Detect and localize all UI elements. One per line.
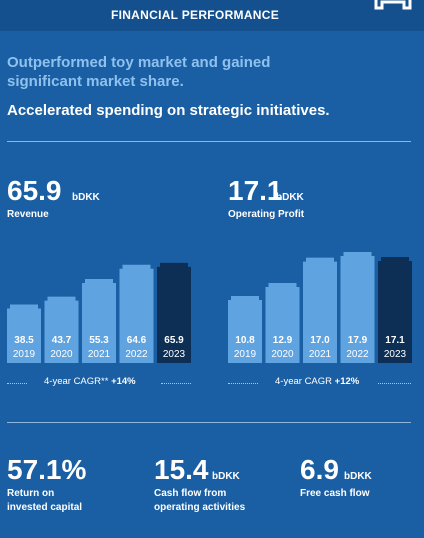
revenue-year-label-2023: 2023	[163, 349, 186, 360]
revenue-year-label-2021: 2021	[88, 349, 111, 360]
revenue-bar-2023	[157, 262, 191, 363]
revenue-bar-group-2022: 64.6 2022	[119, 264, 154, 363]
roic-label-line1: Return on	[7, 488, 55, 499]
revenue-bar-2020	[44, 296, 79, 363]
profit-bar-2023	[378, 256, 412, 363]
revenue-value: 65.9	[7, 175, 62, 206]
profit-bar-2019	[228, 296, 262, 363]
operating-profit-value: 17.1	[228, 175, 283, 206]
profit-bar-group-2019: 10.8 2019	[228, 296, 262, 363]
revenue-value-label-2022: 64.6	[127, 335, 147, 346]
profit-cagr-label: 4-year CAGR	[275, 376, 335, 387]
revenue-year-label-2022: 2022	[125, 349, 148, 360]
profit-year-label-2022: 2022	[346, 349, 369, 360]
revenue-year-label-2019: 2019	[13, 349, 36, 360]
revenue-value-label-2023: 65.9	[164, 335, 184, 346]
profit-bar-group-2021: 17.0 2021	[303, 257, 337, 363]
divider-bottom	[7, 422, 411, 423]
roic-label-line2: invested capital	[7, 502, 83, 513]
profit-cagr: 4-year CAGR +12%	[275, 376, 359, 387]
profit-bar-group-2023: 17.1 2023	[378, 256, 412, 363]
highlight-subtitle: Outperformed toy market and gained signi…	[7, 54, 271, 90]
profit-year-label-2021: 2021	[309, 349, 332, 360]
free-cash-flow-label: Free cash flow	[300, 488, 370, 499]
operating-profit-unit: bDKK	[276, 192, 304, 203]
revenue-year-label-2020: 2020	[50, 349, 73, 360]
profit-value-label-2022: 17.9	[348, 335, 368, 346]
profit-cagr-dots-left	[228, 383, 258, 384]
profit-bar-2021	[303, 257, 337, 363]
revenue-bar-group-2020: 43.7 2020	[44, 296, 79, 363]
revenue-bar-2022	[119, 264, 154, 363]
profit-value-label-2019: 10.8	[235, 335, 255, 346]
profit-cagr-dots-right	[378, 383, 411, 384]
revenue-cagr-label: 4-year CAGR**	[44, 376, 112, 387]
operating-profit-label: Operating Profit	[228, 209, 305, 220]
revenue-label: Revenue	[7, 209, 49, 220]
revenue-bar-group-2019: 38.5 2019	[7, 304, 41, 363]
revenue-bar-2019	[7, 304, 41, 363]
revenue-bar-group-2021: 55.3 2021	[82, 278, 116, 363]
operating-cash-flow-unit: bDKK	[212, 471, 240, 482]
revenue-cagr-dots-left	[7, 383, 27, 384]
operating-cash-flow-value: 15.4	[154, 454, 209, 485]
profit-value-label-2023: 17.1	[385, 335, 405, 346]
profit-year-label-2020: 2020	[271, 349, 294, 360]
page-title: FINANCIAL PERFORMANCE	[110, 8, 280, 22]
strategy-subtitle: Accelerated spending on strategic initia…	[7, 102, 330, 119]
revenue-value-label-2019: 38.5	[14, 335, 34, 346]
bar-charts: 38.5 2019 43.7 2020 55.3 2021 64.6 2022 65.9 2023…	[7, 252, 412, 363]
revenue-bar-group-2023: 65.9 2023	[157, 262, 191, 363]
profit-value-label-2020: 12.9	[273, 335, 293, 346]
profit-bar-group-2022: 17.9 2022	[340, 252, 375, 363]
revenue-cagr-value: +14%	[111, 376, 136, 387]
bookmark-icon	[374, 0, 412, 10]
profit-value-label-2021: 17.0	[310, 335, 330, 346]
revenue-value-label-2021: 55.3	[89, 335, 109, 346]
profit-year-label-2023: 2023	[384, 349, 407, 360]
operating-cash-flow-label-line1: Cash flow from	[154, 488, 227, 499]
revenue-value-label-2020: 43.7	[52, 335, 72, 346]
profit-bar-group-2020: 12.9 2020	[265, 283, 300, 363]
operating-cash-flow-label-line2: operating activities	[154, 502, 246, 513]
revenue-bar-2021	[82, 278, 116, 363]
profit-bar-2020	[265, 283, 300, 363]
revenue-cagr-dots-right	[161, 383, 191, 384]
header-bar: FINANCIAL PERFORMANCE	[0, 0, 424, 31]
profit-cagr-value: +12%	[334, 376, 360, 387]
revenue-unit: bDKK	[72, 192, 100, 203]
free-cash-flow-value: 6.9	[300, 454, 339, 485]
revenue-cagr: 4-year CAGR** +14%	[44, 376, 136, 387]
divider-top	[7, 141, 411, 142]
free-cash-flow-unit: bDKK	[344, 471, 372, 482]
roic-value: 57.1%	[7, 454, 87, 485]
profit-bar-2022	[340, 252, 375, 363]
profit-year-label-2019: 2019	[234, 349, 257, 360]
